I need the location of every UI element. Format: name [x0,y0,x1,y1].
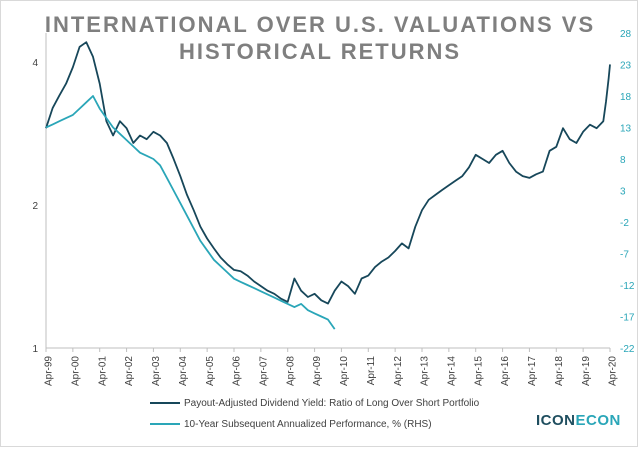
series-lines [45,41,611,330]
x-tick-label: Apr-15 [473,356,484,386]
x-tick-label: Apr-04 [178,356,189,386]
x-tick-label: Apr-01 [97,356,108,386]
x-axis-ticks: Apr-99 Apr-00 Apr-01 Apr-02 Apr-03 Apr-04 Apr-… [44,348,619,386]
legend-label-dividend-yield: Payout-Adjusted Dividend Yield: Ratio of… [184,398,480,409]
right-tick-label: -12 [620,281,635,292]
chart-title-line-2: HISTORICAL RETURNS [178,39,462,64]
chart-title-line-1: INTERNATIONAL OVER U.S. VALUATIONS VS [44,12,596,37]
x-tick-label: Apr-03 [151,356,162,386]
x-tick-label: Apr-13 [420,356,431,386]
legend-swatch-dividend-yield [150,402,180,405]
x-tick-label: Apr-11 [366,356,377,386]
right-tick-label: 8 [620,155,626,166]
legend-label-subsequent-performance: 10-Year Subsequent Annualized Performanc… [184,419,432,430]
x-tick-label: Apr-17 [527,356,538,386]
right-tick-label: 28 [620,29,632,40]
right-tick-label: 23 [620,61,632,72]
legend-item-dividend-yield: Payout-Adjusted Dividend Yield: Ratio of… [150,398,479,409]
right-tick-label: 13 [620,124,632,135]
x-tick-label: Apr-12 [393,356,404,386]
series-line-subsequent-performance [45,95,336,330]
x-tick-label: Apr-06 [232,356,243,386]
x-tick-label: Apr-18 [554,356,565,386]
x-tick-label: Apr-02 [124,356,135,386]
legend-item-subsequent-performance: 10-Year Subsequent Annualized Performanc… [150,419,432,430]
legend-swatch-subsequent-performance [150,423,180,426]
right-tick-label: -22 [620,344,635,355]
x-tick-label: Apr-19 [581,356,592,386]
brand-logo: ICONECON [536,412,621,429]
x-tick-label: Apr-00 [70,356,81,386]
right-tick-label: -17 [620,313,635,324]
x-tick-label: Apr-10 [339,356,350,386]
right-tick-label: 18 [620,92,632,103]
right-axis-ticks: -22 -17 -12 -7 -2 3 8 13 18 23 28 [620,29,635,355]
x-tick-label: Apr-07 [258,356,269,386]
x-tick-label: Apr-08 [285,356,296,386]
x-tick-label: Apr-99 [44,356,55,386]
left-axis-ticks: 1 2 4 [32,58,38,355]
right-tick-label: -2 [620,218,629,229]
x-tick-label: Apr-14 [446,356,457,386]
series-line-dividend-yield [45,41,611,305]
x-tick-label: Apr-05 [205,356,216,386]
chart-axes [45,33,610,349]
x-tick-label: Apr-20 [608,356,619,386]
left-tick-label: 4 [32,58,38,69]
right-tick-label: -7 [620,250,629,261]
x-tick-label: Apr-09 [312,356,323,386]
left-tick-label: 2 [32,201,38,212]
x-tick-label: Apr-16 [500,356,511,386]
right-tick-label: 3 [620,187,626,198]
left-tick-label: 1 [32,344,38,355]
